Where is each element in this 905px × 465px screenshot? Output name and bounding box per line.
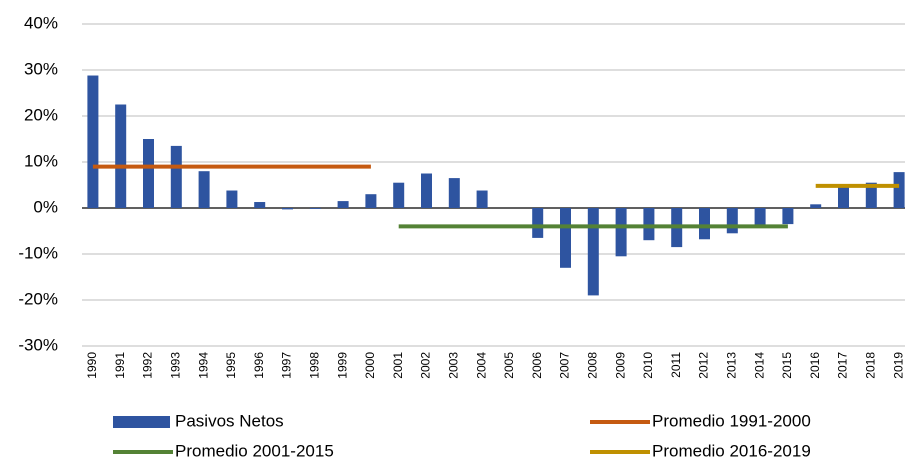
bar xyxy=(115,104,127,208)
bar xyxy=(143,139,154,208)
bar xyxy=(893,172,905,208)
bar xyxy=(643,208,655,241)
x-tick-label: 2005 xyxy=(502,352,516,379)
legend-item: Promedio 2016-2019 xyxy=(590,441,811,460)
x-tick-label: 1995 xyxy=(224,352,238,379)
bar xyxy=(615,208,627,257)
x-tick-label: 1999 xyxy=(335,352,349,379)
x-tick-label: 2004 xyxy=(474,352,488,379)
x-tick-label: 2015 xyxy=(780,352,794,379)
x-tick-label: 2018 xyxy=(863,352,877,379)
y-tick-label: -10% xyxy=(18,243,58,262)
bar xyxy=(448,178,460,208)
x-tick-label: 2017 xyxy=(836,352,850,379)
legend-label: Promedio 2016-2019 xyxy=(652,441,811,460)
bar xyxy=(87,75,99,209)
x-tick-label: 1990 xyxy=(85,352,99,379)
x-tick-label: 2013 xyxy=(724,352,738,379)
bar xyxy=(587,208,599,296)
y-tick-label: 20% xyxy=(24,105,58,124)
bar xyxy=(254,202,266,208)
x-tick-label: 2002 xyxy=(419,352,433,379)
x-tick-label: 1998 xyxy=(307,352,321,379)
legend-item: Pasivos Netos xyxy=(113,411,284,430)
y-tick-label: -30% xyxy=(18,335,58,354)
x-tick-label: 1991 xyxy=(113,352,127,379)
bar xyxy=(865,182,877,208)
x-tick-label: 2008 xyxy=(585,352,599,379)
bar xyxy=(421,173,432,208)
x-tick-label: 2014 xyxy=(752,352,766,379)
bar xyxy=(754,208,766,227)
bar xyxy=(782,208,794,225)
bar xyxy=(198,171,210,208)
bar xyxy=(810,204,822,208)
bar xyxy=(309,208,321,209)
x-tick-label: 2007 xyxy=(558,352,572,379)
bar xyxy=(699,208,710,240)
y-tick-label: -20% xyxy=(18,289,58,308)
x-tick-label: 2012 xyxy=(697,352,711,379)
x-tick-label: 2011 xyxy=(669,352,683,378)
x-tick-label: 2001 xyxy=(391,352,405,379)
bar xyxy=(393,182,405,208)
x-tick-label: 2019 xyxy=(891,352,905,379)
bar xyxy=(170,145,182,208)
bar xyxy=(532,208,544,238)
bar xyxy=(282,208,293,210)
x-tick-label: 1997 xyxy=(280,352,294,379)
x-tick-label: 2010 xyxy=(641,352,655,379)
x-tick-label: 2000 xyxy=(363,352,377,379)
bar xyxy=(726,208,738,234)
bar xyxy=(365,194,377,208)
bar xyxy=(337,201,349,208)
legend-item: Promedio 2001-2015 xyxy=(113,441,334,460)
x-tick-label: 2006 xyxy=(530,352,544,379)
legend-label: Pasivos Netos xyxy=(175,411,284,430)
x-tick-label: 1993 xyxy=(168,352,182,379)
legend-label: Promedio 1991-2000 xyxy=(652,411,811,430)
bar xyxy=(838,187,849,208)
legend-item: Promedio 1991-2000 xyxy=(590,411,811,430)
x-tick-label: 1996 xyxy=(252,352,266,379)
x-tick-label: 2003 xyxy=(446,352,460,379)
y-tick-label: 30% xyxy=(24,59,58,78)
y-tick-label: 0% xyxy=(33,197,58,216)
y-tick-label: 10% xyxy=(24,151,58,170)
x-tick-label: 1994 xyxy=(196,352,210,379)
x-tick-label: 2009 xyxy=(613,352,627,379)
legend-label: Promedio 2001-2015 xyxy=(175,441,334,460)
bar xyxy=(560,208,571,268)
y-tick-label: 40% xyxy=(24,13,58,32)
legend-swatch xyxy=(113,416,170,428)
bar xyxy=(226,190,238,208)
bar xyxy=(476,190,488,208)
x-tick-label: 1992 xyxy=(141,352,155,379)
x-tick-label: 2016 xyxy=(808,352,822,379)
